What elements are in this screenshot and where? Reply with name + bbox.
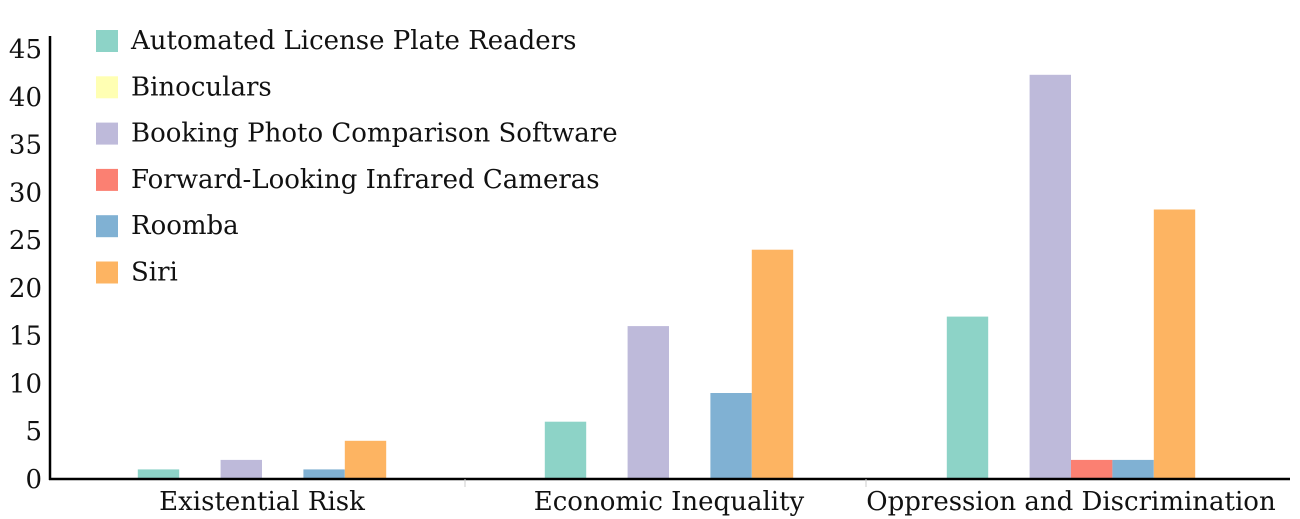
bar-booking-photo-comparison-software-1 [627,326,669,479]
bar-roomba-1 [710,393,752,479]
bar-automated-license-plate-readers-0 [137,469,180,479]
y-tick-label: 5 [25,417,42,447]
legend-label: Forward-Looking Infrared Cameras [131,165,600,195]
x-tick-label: Existential Risk [159,487,365,517]
y-tick-label: 30 [9,178,42,208]
bar-booking-photo-comparison-software-2 [1029,74,1071,480]
bar-roomba-0 [303,469,345,479]
legend-swatch [96,168,118,191]
axes-layer: 0 5 10 15 20 25 30 35 40 45 Existential Risk Econom… [9,35,1290,517]
y-tick-label: 20 [9,274,42,304]
y-tick-label: 25 [9,226,42,256]
bar-automated-license-plate-readers-2 [946,316,989,479]
bar-automated-license-plate-readers-1 [544,421,587,479]
bar-siri-2 [1153,209,1196,479]
y-tick-label: 15 [9,322,42,352]
legend-swatch [96,122,118,145]
x-tick-label: Economic Inequality [534,487,805,517]
y-tick-label: 0 [25,465,42,495]
y-tick-label: 10 [9,369,42,399]
bar-siri-1 [751,249,794,479]
legend-swatch [96,261,118,284]
legend-swatch [96,30,118,52]
bars-layer [137,74,1196,480]
legend-swatch [96,76,118,99]
legend-label: Binoculars [131,72,272,102]
legend-label: Siri [131,258,178,288]
bar-forward-looking-infrared-cameras-2 [1071,459,1113,479]
legend-label: Booking Photo Comparison Software [131,119,618,149]
legend: Automated License Plate Readers Binocular… [96,26,618,288]
legend-label: Automated License Plate Readers [130,26,576,56]
bar-roomba-2 [1112,459,1154,479]
y-tick-label: 40 [9,83,42,113]
bar-booking-photo-comparison-software-0 [220,459,262,479]
bar-siri-0 [344,440,387,479]
legend-label: Roomba [131,211,239,241]
y-tick-label: 35 [9,131,42,161]
y-tick-label: 45 [9,35,42,65]
x-tick-label: Oppression and Discrimination [866,487,1276,517]
legend-swatch [96,215,118,238]
